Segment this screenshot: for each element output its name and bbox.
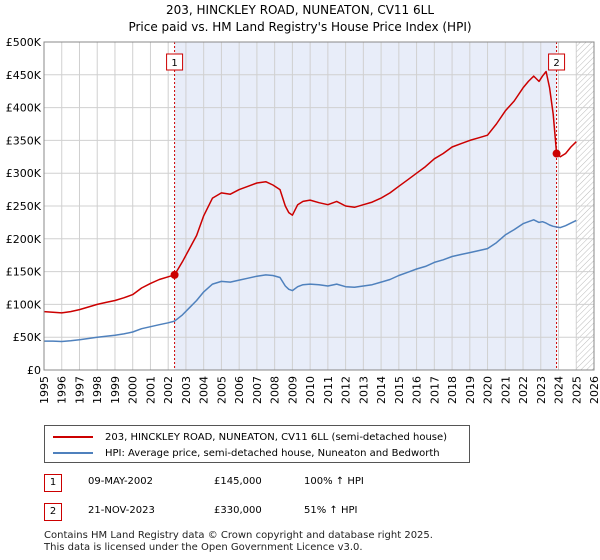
y-tick-label: £400K bbox=[6, 102, 42, 115]
sale-date: 21-NOV-2023 bbox=[88, 505, 155, 516]
y-tick-label: £500K bbox=[6, 36, 42, 49]
legend-label-property: 203, HINCKLEY ROAD, NUNEATON, CV11 6LL (… bbox=[105, 431, 448, 443]
x-tick-label: 2026 bbox=[588, 376, 600, 404]
x-tick-label: 2009 bbox=[286, 376, 299, 404]
footer-copyright: Contains HM Land Registry data © Crown c… bbox=[44, 530, 433, 541]
y-tick-label: £250K bbox=[6, 200, 42, 213]
sale-label-text: 1 bbox=[171, 58, 177, 69]
x-tick-label: 1996 bbox=[56, 376, 69, 404]
x-tick-label: 2013 bbox=[357, 376, 370, 404]
legend: 203, HINCKLEY ROAD, NUNEATON, CV11 6LL (… bbox=[44, 425, 470, 463]
sale-label-text: 2 bbox=[553, 58, 559, 69]
legend-item-hpi: HPI: Average price, semi-detached house,… bbox=[53, 445, 440, 461]
x-tick-label: 1995 bbox=[38, 376, 51, 404]
x-tick-label: 2021 bbox=[499, 376, 512, 404]
chart-subtitle: Price paid vs. HM Land Registry's House … bbox=[128, 20, 471, 34]
footer-licence: This data is licensed under the Open Gov… bbox=[44, 542, 363, 553]
sale-price: £145,000 bbox=[214, 476, 262, 487]
sale-label-box bbox=[548, 53, 566, 71]
legend-swatch-property bbox=[53, 436, 93, 438]
sale-date: 09-MAY-2002 bbox=[88, 476, 154, 487]
x-tick-label: 2001 bbox=[144, 376, 157, 404]
chart: 203, HINCKLEY ROAD, NUNEATON, CV11 6LL P… bbox=[6, 3, 600, 404]
x-tick-label: 2016 bbox=[411, 376, 424, 404]
y-tick-label: £0 bbox=[27, 364, 41, 377]
x-tick-label: 1998 bbox=[91, 376, 104, 404]
y-tick-label: £200K bbox=[6, 233, 42, 246]
x-tick-label: 2004 bbox=[198, 376, 211, 404]
y-tick-label: £300K bbox=[6, 167, 42, 180]
sale-badge: 2 bbox=[44, 503, 62, 521]
x-tick-label: 2025 bbox=[570, 376, 583, 404]
sale-hpi-change: 100% ↑ HPI bbox=[304, 476, 364, 487]
x-tick-label: 2002 bbox=[162, 376, 175, 404]
sale-point bbox=[552, 149, 561, 158]
legend-swatch-hpi bbox=[53, 452, 93, 454]
x-tick-label: 2019 bbox=[464, 376, 477, 404]
x-tick-label: 2018 bbox=[446, 376, 459, 404]
sale-badge: 1 bbox=[44, 474, 62, 492]
x-tick-label: 1999 bbox=[109, 376, 122, 404]
x-tick-label: 2006 bbox=[233, 376, 246, 404]
x-tick-label: 2017 bbox=[428, 376, 441, 404]
x-tick-label: 2005 bbox=[215, 376, 228, 404]
x-tick-label: 2023 bbox=[535, 376, 548, 404]
x-tick-label: 2012 bbox=[340, 376, 353, 404]
y-tick-label: £350K bbox=[6, 134, 42, 147]
chart-title: 203, HINCKLEY ROAD, NUNEATON, CV11 6LL bbox=[166, 3, 434, 17]
legend-label-hpi: HPI: Average price, semi-detached house,… bbox=[105, 447, 440, 459]
plot-border bbox=[43, 41, 595, 371]
y-tick-label: £450K bbox=[6, 69, 42, 82]
x-tick-label: 2014 bbox=[375, 376, 388, 404]
x-tick-label: 2010 bbox=[304, 376, 317, 404]
x-tick-label: 2024 bbox=[553, 376, 566, 404]
x-tick-label: 2003 bbox=[180, 376, 193, 404]
sale-point bbox=[170, 270, 179, 279]
x-tick-label: 1997 bbox=[73, 376, 86, 404]
x-tick-label: 2008 bbox=[269, 376, 282, 404]
y-tick-label: £50K bbox=[13, 331, 42, 344]
sale-hpi-change: 51% ↑ HPI bbox=[304, 505, 358, 516]
x-tick-label: 2015 bbox=[393, 376, 406, 404]
legend-item-property: 203, HINCKLEY ROAD, NUNEATON, CV11 6LL (… bbox=[53, 429, 447, 445]
x-tick-label: 2022 bbox=[517, 376, 530, 404]
series-line-property bbox=[43, 70, 577, 314]
series-line-hpi bbox=[44, 219, 577, 343]
y-tick-label: £150K bbox=[6, 266, 42, 279]
sale-price: £330,000 bbox=[214, 505, 262, 516]
x-tick-label: 2011 bbox=[322, 376, 335, 404]
y-tick-label: £100K bbox=[6, 298, 42, 311]
x-tick-label: 2000 bbox=[127, 376, 140, 404]
sale-label-box bbox=[166, 53, 184, 71]
x-tick-label: 2020 bbox=[482, 376, 495, 404]
x-tick-label: 2007 bbox=[251, 376, 264, 404]
